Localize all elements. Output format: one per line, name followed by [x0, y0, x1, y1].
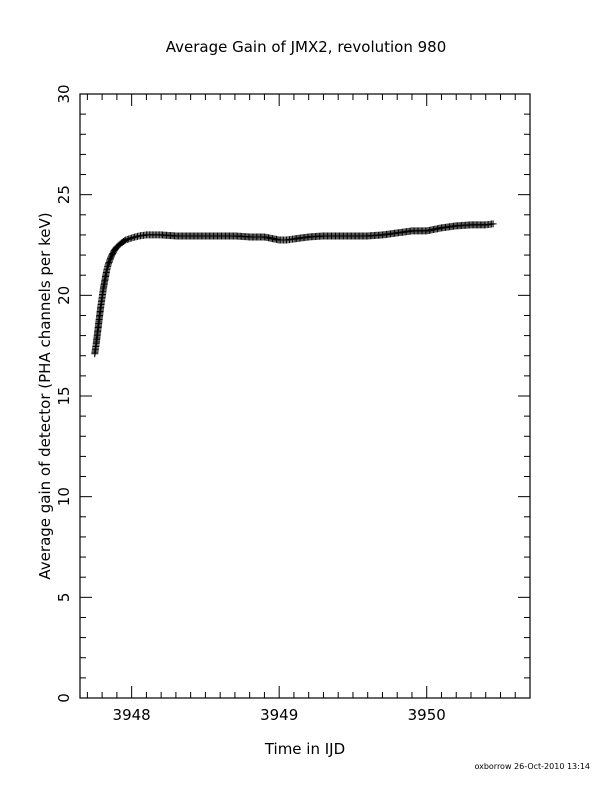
axis-ticks [80, 93, 531, 699]
y-tick-label: 5 [55, 593, 73, 603]
x-tick-label: 3948 [113, 706, 151, 724]
y-tick-label: 25 [55, 185, 73, 204]
data-point [126, 234, 134, 242]
x-tick-label: 3950 [408, 706, 446, 724]
data-point [122, 236, 130, 244]
y-tick-label: 30 [55, 84, 73, 103]
data-point [125, 235, 133, 243]
footer-stamp: oxborrow 26-Oct-2010 13:14 [474, 762, 590, 771]
data-points [91, 220, 497, 358]
data-point [489, 220, 497, 228]
data-point [123, 235, 131, 243]
chart-title: Average Gain of JMX2, revolution 980 [165, 38, 447, 56]
x-axis-label: Time in IJD [264, 740, 346, 758]
y-tick-label: 0 [55, 693, 73, 703]
y-tick-label: 10 [55, 487, 73, 506]
axis-tick-labels: 0 5 10 15 20 25 30 3948 3949 3950 [55, 84, 446, 724]
plot-frame [79, 93, 531, 699]
y-tick-label: 20 [55, 286, 73, 305]
y-tick-label: 15 [55, 386, 73, 405]
y-axis-label: Average gain of detector (PHA channels p… [36, 212, 54, 580]
x-tick-label: 3949 [260, 706, 298, 724]
